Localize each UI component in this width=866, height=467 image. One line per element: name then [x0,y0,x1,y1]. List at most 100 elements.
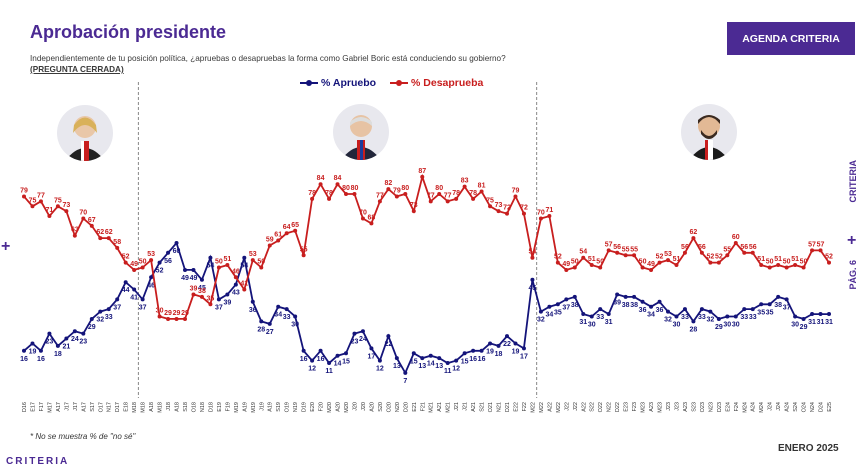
data-label-desaprueba: 50 [596,259,604,266]
x-tick-label: J19 [259,402,265,411]
data-point-apruebo [140,297,145,302]
data-label-desaprueba: 57 [605,241,613,248]
data-point-apruebo [199,277,204,282]
data-label-apruebo: 11 [325,368,333,375]
data-point-desaprueba [496,209,501,214]
data-label-desaprueba: 78 [308,190,316,197]
data-label-desaprueba: 50 [800,259,808,266]
data-label-desaprueba: 79 [512,187,520,194]
portrait-bachelet-icon [65,116,105,161]
data-label-apruebo: 35 [757,309,765,316]
data-point-desaprueba [38,199,43,204]
x-tick-label: O18 [191,402,197,412]
data-label-apruebo: 38 [630,302,638,309]
legend-apruebo-marker [300,79,318,87]
data-label-apruebo: 13 [418,363,426,370]
data-point-desaprueba [547,214,552,219]
data-point-desaprueba [166,316,171,321]
data-point-desaprueba [479,189,484,194]
x-tick-label: N20 [395,402,401,412]
chart-legend: % Apruebo % Desaprueba [300,77,483,89]
x-tick-label: D19 [302,402,308,412]
data-label-desaprueba: 51 [673,256,681,263]
data-point-desaprueba [598,265,603,270]
data-label-desaprueba: 50 [257,259,265,266]
data-label-desaprueba: 55 [300,246,308,253]
data-point-desaprueba [115,245,120,250]
data-label-apruebo: 49 [181,275,189,282]
data-point-desaprueba [674,263,679,268]
data-point-apruebo [699,307,704,312]
x-tick-label: F17 [39,402,45,411]
data-label-apruebo: 31 [817,319,825,326]
data-point-apruebo [733,314,738,319]
data-label-desaprueba: 67 [88,217,96,224]
data-label-apruebo: 30 [732,322,740,329]
president-portrait-bachelet [57,105,113,161]
data-label-desaprueba: 39 [190,285,198,292]
data-label-desaprueba: 56 [613,244,621,251]
x-tick-label: F23 [632,402,638,411]
data-label-desaprueba: 71 [545,207,553,214]
x-tick-label: E24 [725,402,731,412]
data-point-desaprueba [360,216,365,221]
data-label-desaprueba: 84 [317,175,325,182]
data-point-desaprueba [89,223,94,228]
data-point-desaprueba [657,260,662,265]
data-point-desaprueba [564,267,569,272]
data-label-desaprueba: 78 [469,190,477,197]
data-point-apruebo [394,356,399,361]
data-label-desaprueba: 58 [113,239,121,246]
legend-apruebo-label: % Apruebo [321,77,377,89]
data-label-desaprueba: 55 [622,246,630,253]
legend-desaprueba-marker [390,79,409,87]
data-label-desaprueba: 51 [223,256,231,263]
data-point-apruebo [538,309,543,314]
data-label-desaprueba: 72 [520,205,528,212]
data-label-apruebo: 15 [461,358,469,365]
data-point-apruebo [750,307,755,312]
data-label-desaprueba: 50 [783,259,791,266]
x-tick-label: F24 [734,402,740,411]
data-label-desaprueba: 80 [435,185,443,192]
data-point-apruebo [632,294,637,299]
agenda-criteria-button[interactable]: AGENDA CRITERIA [727,22,855,55]
data-point-desaprueba [445,199,450,204]
data-point-apruebo [106,307,111,312]
x-tick-label: S23 [691,402,697,412]
x-tick-label: O21 [488,402,494,412]
x-tick-label: J22 [573,402,579,411]
data-label-apruebo: 14 [334,361,342,368]
data-label-apruebo: 19 [512,348,520,355]
report-date: ENERO 2025 [778,443,839,454]
data-point-desaprueba [81,216,86,221]
x-tick-label: M24 [759,402,765,413]
data-point-desaprueba [276,238,281,243]
data-label-desaprueba: 77 [444,192,452,199]
x-tick-label: E19 [217,402,223,412]
data-label-apruebo: 30 [588,322,596,329]
data-label-apruebo: 34 [647,312,655,319]
data-label-apruebo: 46 [147,282,155,289]
data-point-desaprueba [454,196,459,201]
data-point-desaprueba [225,263,230,268]
x-tick-label: M21 [429,402,435,413]
data-point-apruebo [793,314,798,319]
data-label-apruebo: 37 [113,304,121,311]
data-point-apruebo [310,358,315,363]
data-label-apruebo: 56 [164,258,172,265]
x-tick-label: M18 [141,402,147,413]
data-label-apruebo: 32 [96,317,104,324]
x-tick-label: O17 [98,402,104,412]
x-tick-label: D20 [403,402,409,412]
data-label-apruebo: 60 [173,248,181,255]
data-point-apruebo [496,343,501,348]
data-point-apruebo [216,297,221,302]
data-label-desaprueba: 81 [478,183,486,190]
data-point-apruebo [827,312,831,317]
data-point-desaprueba [581,255,586,260]
data-label-desaprueba: 57 [817,241,825,248]
data-point-apruebo [386,334,391,339]
data-point-desaprueba [750,250,755,255]
data-point-desaprueba [555,260,560,265]
